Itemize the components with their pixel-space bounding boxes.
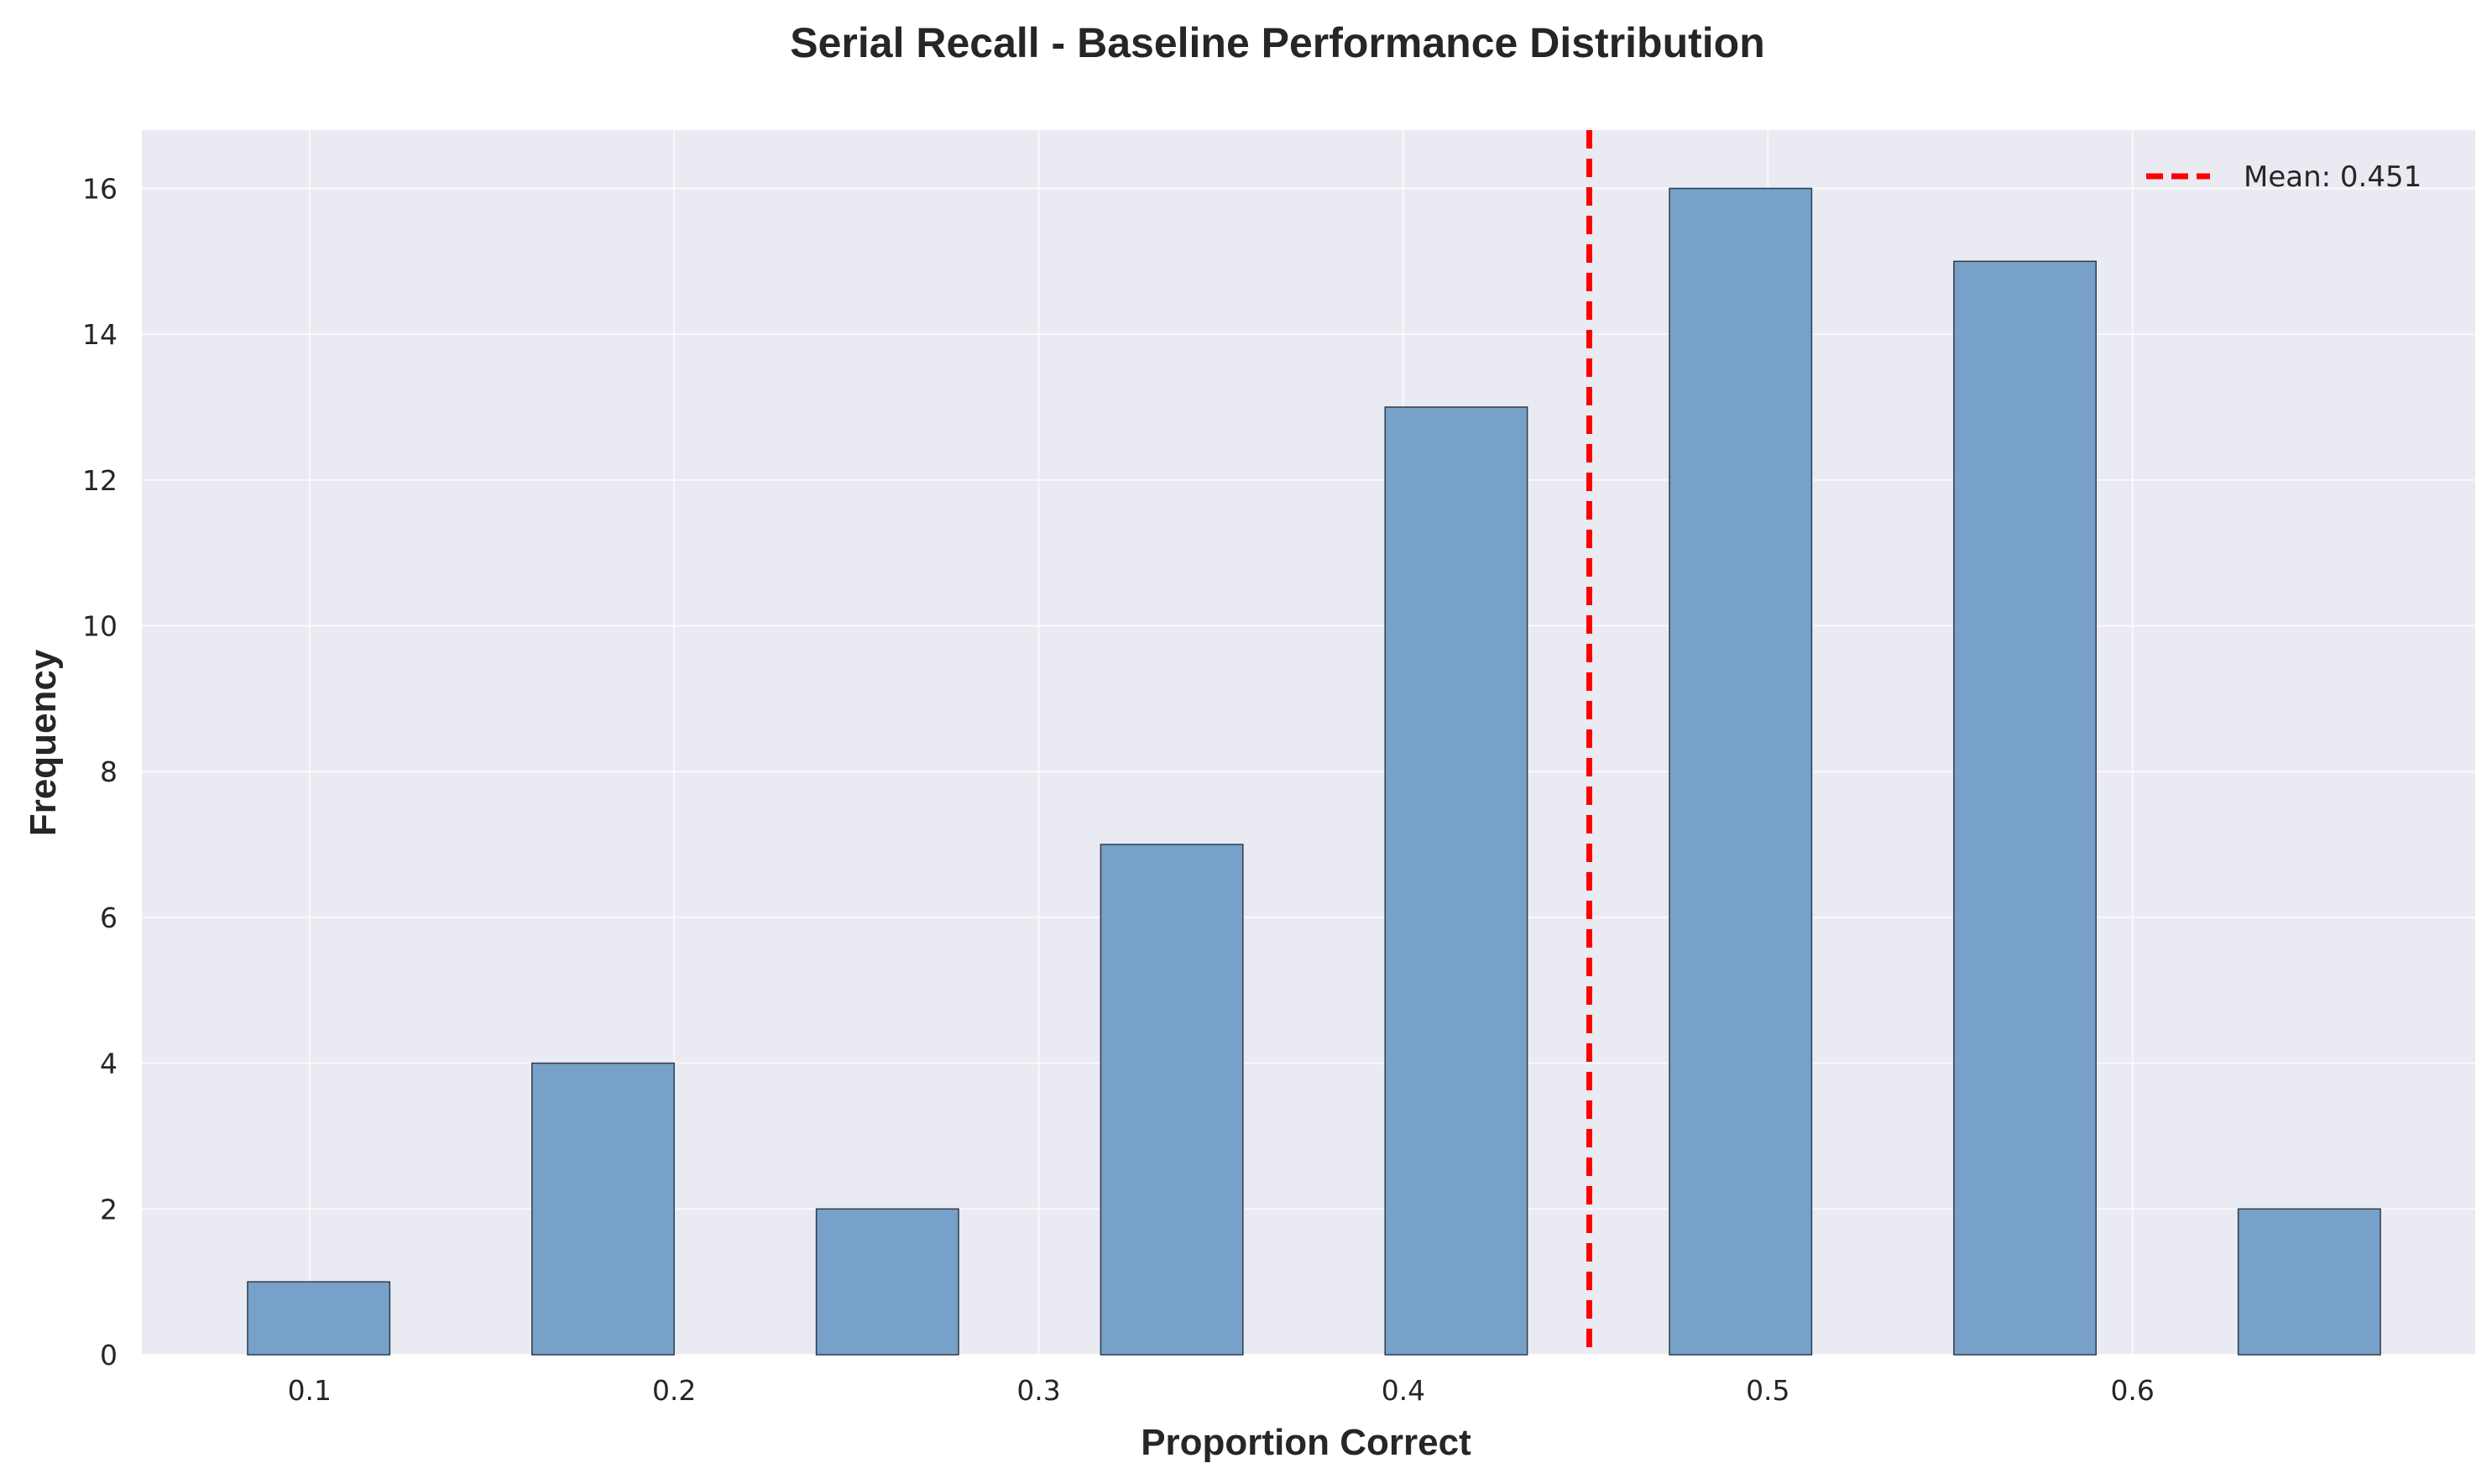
legend-mean-label: Mean: 0.451 xyxy=(2244,160,2421,194)
x-tick-label: 0.4 xyxy=(1382,1374,1425,1407)
x-axis-label: Proportion Correct xyxy=(1141,1422,1471,1463)
histogram-bars xyxy=(247,187,2381,1356)
y-tick-label: 16 xyxy=(82,172,118,205)
y-tick-label: 4 xyxy=(100,1048,118,1080)
y-tick-label: 6 xyxy=(100,901,118,934)
y-tick-label: 12 xyxy=(82,464,118,497)
x-tick-label: 0.2 xyxy=(652,1374,696,1407)
histogram-bar xyxy=(1669,187,1813,1356)
y-tick-label: 8 xyxy=(100,755,118,788)
histogram-bar xyxy=(2237,1208,2381,1356)
histogram-bar xyxy=(247,1281,391,1356)
histogram-bar xyxy=(1384,406,1528,1356)
histogram-bar xyxy=(815,1208,959,1356)
x-tick-label: 0.5 xyxy=(1746,1374,1789,1407)
histogram-bar xyxy=(531,1062,675,1356)
histogram-bar xyxy=(1100,844,1244,1356)
plot-background xyxy=(142,130,2475,1355)
y-axis-label: Frequency xyxy=(23,649,64,836)
tick-labels: 0.1 0.2 0.3 0.4 0.5 0.6 0 2 4 6 8 10 12 14 16 xyxy=(82,172,2155,1407)
y-tick-label: 10 xyxy=(82,610,118,643)
y-tick-label: 14 xyxy=(82,318,118,351)
y-tick-label: 0 xyxy=(100,1339,118,1372)
x-tick-label: 0.6 xyxy=(2110,1374,2154,1407)
histogram-bar xyxy=(1953,260,2097,1356)
y-tick-label: 2 xyxy=(100,1193,118,1225)
x-tick-label: 0.1 xyxy=(288,1374,332,1407)
chart-title: Serial Recall - Baseline Performance Dis… xyxy=(790,19,1765,66)
x-tick-label: 0.3 xyxy=(1016,1374,1060,1407)
legend: Mean: 0.451 xyxy=(2146,160,2421,194)
